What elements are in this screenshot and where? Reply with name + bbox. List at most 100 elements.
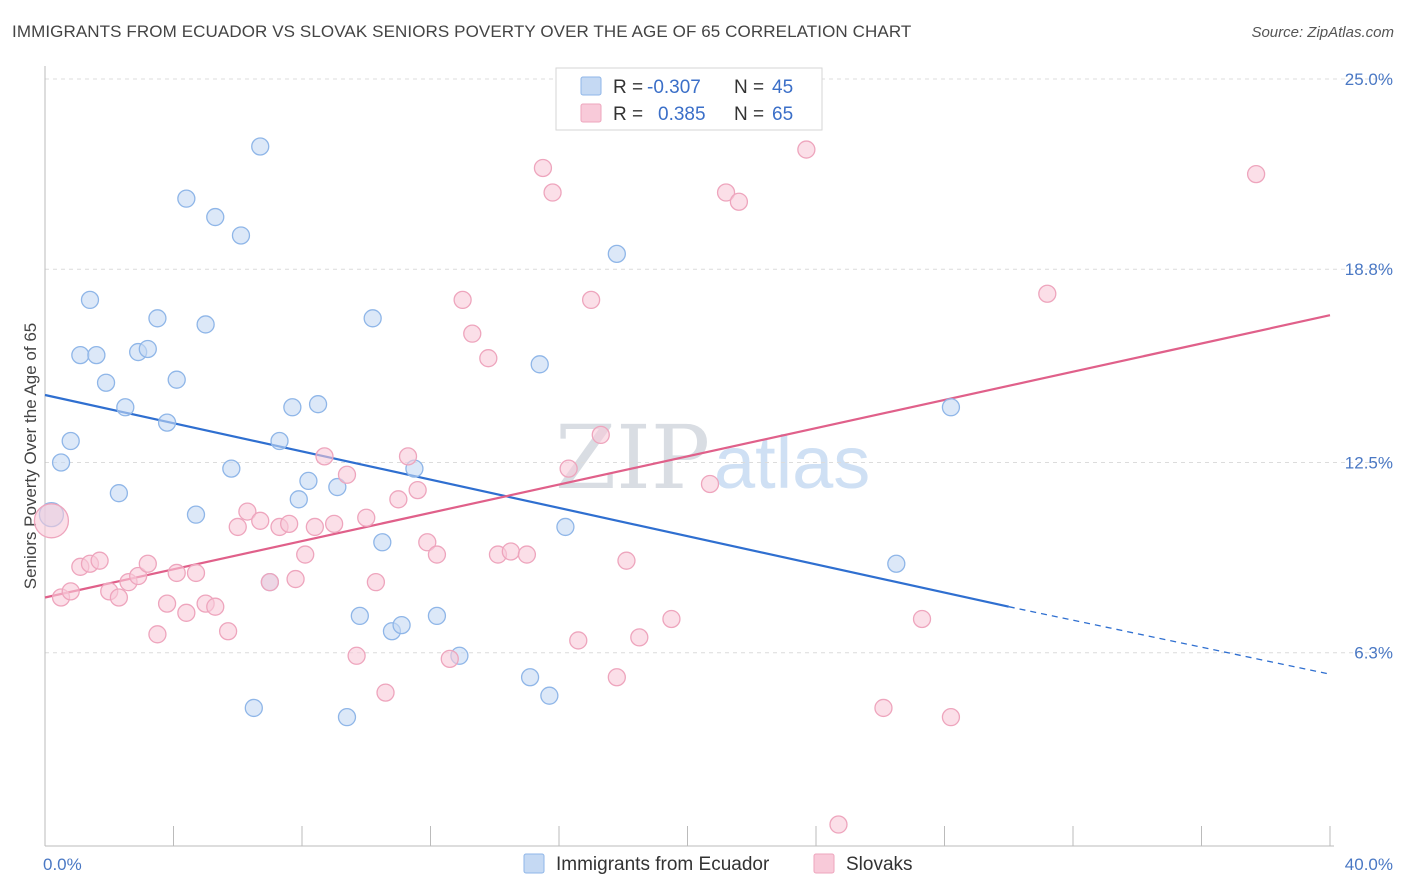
trend-line-extension-0 <box>1008 606 1331 675</box>
ecuador-point-15 <box>186 505 206 524</box>
ecuador-point-43 <box>887 554 906 573</box>
ecuador-point-39 <box>530 355 549 374</box>
axes <box>44 66 1334 847</box>
ecuador-point-29 <box>337 707 357 727</box>
ecuador-point-30 <box>350 606 369 626</box>
legend-r-value-ecuador: -0.307 <box>647 77 701 98</box>
legend-series: Immigrants from Ecuador Slovaks <box>523 853 913 875</box>
legend-r-label-ecuador: R = <box>613 77 643 98</box>
ecuador-point-20 <box>244 698 263 718</box>
slovaks-point-26 <box>296 545 315 564</box>
slovaks-point-15 <box>186 563 206 583</box>
slovaks-point-43 <box>479 349 498 368</box>
slovaks-point-58 <box>716 183 736 202</box>
slovaks-point-36 <box>398 447 418 466</box>
chart-source: Source: ZipAtlas.com <box>1251 24 1394 41</box>
ecuador-point-2 <box>61 431 80 451</box>
slovaks-point-21 <box>251 511 270 530</box>
slovaks-point-51 <box>581 290 601 310</box>
slovaks-point-62 <box>874 698 893 718</box>
ecuador-point-10 <box>138 339 157 359</box>
ecuador-point-23 <box>270 431 289 451</box>
slovaks-point-35 <box>389 490 408 509</box>
ecuador-point-31 <box>363 309 382 328</box>
tick-labels: 6.3% 12.5% 18.8% 25.0% 0.0% 40.0% <box>43 70 1393 874</box>
ecuador-point-17 <box>206 207 225 227</box>
ecuador-point-14 <box>177 189 196 208</box>
slovaks-point-45 <box>501 542 520 561</box>
y-tick-label-1: 12.5% <box>1345 454 1393 473</box>
slovaks-point-11 <box>148 625 167 644</box>
ecuador-point-27 <box>308 395 328 414</box>
ecuador-point-28 <box>328 477 347 497</box>
slovaks-point-28 <box>315 447 334 466</box>
ecuador-point-4 <box>80 290 100 310</box>
ecuador-point-38 <box>520 668 540 687</box>
ecuador-point-26 <box>299 471 318 491</box>
y-tick-label-0: 6.3% <box>1354 644 1393 663</box>
slovaks-point-57 <box>700 474 720 494</box>
slovaks-point-2 <box>61 582 80 601</box>
ecuador-point-21 <box>251 137 270 156</box>
slovaks-point-55 <box>630 628 649 647</box>
slovaks-point-56 <box>662 609 681 629</box>
ecuador-point-25 <box>289 490 308 509</box>
slovaks-point-49 <box>559 459 578 478</box>
slovaks-point-50 <box>569 631 588 650</box>
ecuador-point-5 <box>87 345 106 365</box>
slovaks-point-42 <box>463 324 482 343</box>
slovaks-point-13 <box>167 563 186 583</box>
slovaks-point-64 <box>941 707 961 727</box>
slovaks-point-65 <box>1038 284 1057 303</box>
ecuador-point-42 <box>607 244 626 264</box>
ecuador-point-41 <box>556 517 575 537</box>
ecuador-point-44 <box>941 398 961 417</box>
legend-swatch-ecuador <box>580 76 602 96</box>
ecuador-point-3 <box>71 345 90 365</box>
slovaks-point-66 <box>1246 164 1266 184</box>
legend-n-label-slovaks: N = <box>734 104 764 125</box>
slovaks-point-29 <box>324 514 344 534</box>
legend-r-label-slovaks: R = <box>613 104 643 125</box>
slovaks-point-34 <box>376 683 395 702</box>
slovaks-point-12 <box>157 594 177 613</box>
slovaks-point-17 <box>206 597 225 616</box>
x-tick-label-0: 0.0% <box>43 855 82 874</box>
slovaks-point-22 <box>260 573 280 592</box>
slovaks-point-53 <box>607 668 626 687</box>
legend-bottom-swatch-slovaks <box>813 853 835 874</box>
slovaks-point-39 <box>427 545 447 564</box>
legend-stats: R = -0.307 N = 45 R = 0.385 N = 65 <box>555 67 823 131</box>
ecuador-point-16 <box>196 315 215 334</box>
legend-r-value-slovaks: 0.385 <box>658 104 706 125</box>
gridlines <box>45 78 1390 654</box>
ecuador-point-7 <box>109 484 129 503</box>
trend-line-0 <box>44 393 1009 608</box>
slovaks-point-33 <box>366 573 386 592</box>
legend-bottom-swatch-ecuador <box>523 853 545 874</box>
legend-bottom-label-slovaks: Slovaks <box>846 854 913 875</box>
ecuador-point-19 <box>231 226 251 245</box>
ecuador-point-6 <box>96 373 116 392</box>
slovaks-point-46 <box>517 545 537 564</box>
slovaks-point-63 <box>912 609 932 629</box>
legend-n-label-ecuador: N = <box>734 77 764 98</box>
trend-lines <box>44 314 1331 675</box>
slovaks-point-41 <box>453 290 472 310</box>
ecuador-point-12 <box>157 413 177 432</box>
slovaks-point-20 <box>238 502 257 521</box>
y-axis-label: Seniors Poverty Over the Age of 65 <box>21 323 40 589</box>
slovaks-point-18 <box>218 622 238 641</box>
slovaks-point-38 <box>418 533 437 552</box>
ecuador-point-1 <box>51 453 71 472</box>
slovaks-point-60 <box>797 140 816 159</box>
x-tick-label-1: 40.0% <box>1345 855 1393 874</box>
legend-n-value-slovaks: 65 <box>772 104 793 125</box>
slovaks-point-40 <box>440 649 459 669</box>
ecuador-point-34 <box>392 615 411 635</box>
ecuador-point-36 <box>427 606 447 626</box>
slovaks-point-19 <box>228 517 247 537</box>
legend-bottom-label-ecuador: Immigrants from Ecuador <box>556 854 770 875</box>
slovaks-point-14 <box>177 603 196 622</box>
